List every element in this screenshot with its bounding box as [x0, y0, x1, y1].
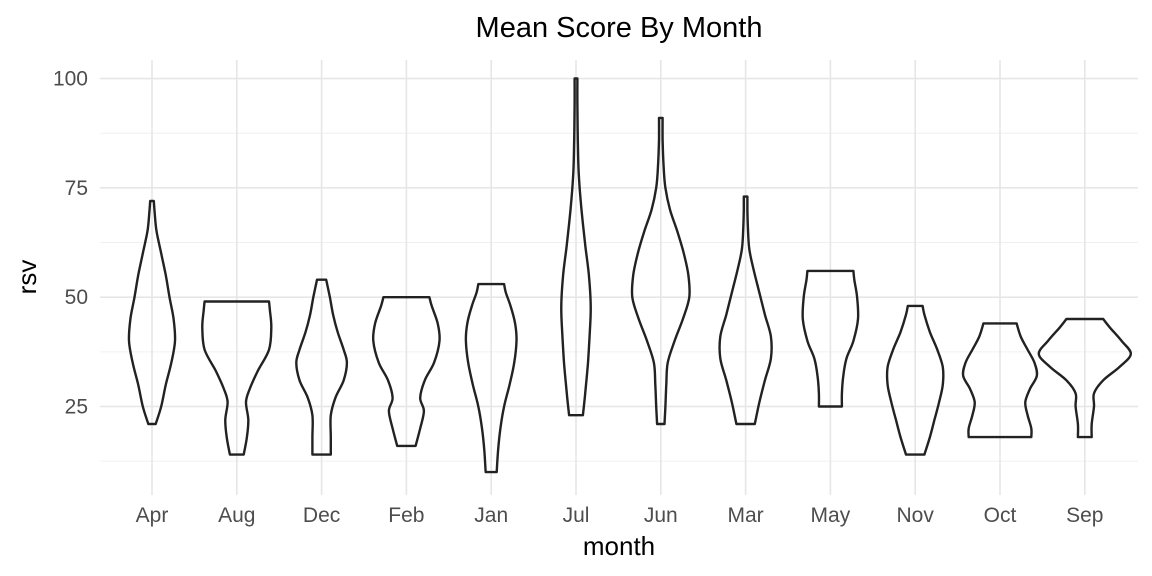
x-tick-label: Sep	[1066, 504, 1103, 527]
x-axis-tick-labels: Apr Aug Dec Feb Jan Jul Jun Mar May Nov Oct Sep	[136, 504, 1104, 527]
x-tick-label: Nov	[897, 504, 935, 527]
x-tick-label: Apr	[136, 504, 169, 527]
y-tick-label: 100	[53, 68, 88, 91]
violin-jan	[464, 282, 518, 474]
violin-jun	[630, 116, 691, 426]
y-tick-label: 75	[65, 177, 88, 200]
grid-lines	[100, 60, 1138, 495]
violin-sep	[1037, 317, 1132, 439]
x-tick-label: Oct	[984, 504, 1017, 527]
x-tick-label: Feb	[388, 504, 424, 527]
violin-aug	[201, 300, 273, 456]
y-tick-label: 25	[65, 396, 88, 419]
violin-feb	[371, 296, 441, 448]
y-axis-tick-labels: 25 50 75 100	[53, 68, 88, 419]
x-tick-label: Aug	[218, 504, 255, 527]
violin-dec	[295, 278, 349, 456]
y-tick-label: 50	[65, 286, 88, 309]
violin-may	[801, 269, 860, 408]
violin-oct	[961, 322, 1039, 439]
y-axis-title: rsv	[12, 260, 42, 295]
chart-title: Mean Score By Month	[476, 12, 763, 44]
x-tick-label: Jan	[474, 504, 508, 527]
x-tick-label: Dec	[303, 504, 340, 527]
violin-jul	[560, 77, 592, 417]
violin-nov	[885, 304, 945, 456]
x-axis-title: month	[583, 531, 655, 561]
violin-apr	[127, 199, 177, 426]
x-tick-label: Jun	[644, 504, 678, 527]
x-tick-label: Jul	[563, 504, 590, 527]
violins	[127, 77, 1132, 474]
violin-mar	[718, 195, 773, 426]
x-tick-label: May	[811, 504, 851, 527]
x-tick-label: Mar	[728, 504, 764, 527]
